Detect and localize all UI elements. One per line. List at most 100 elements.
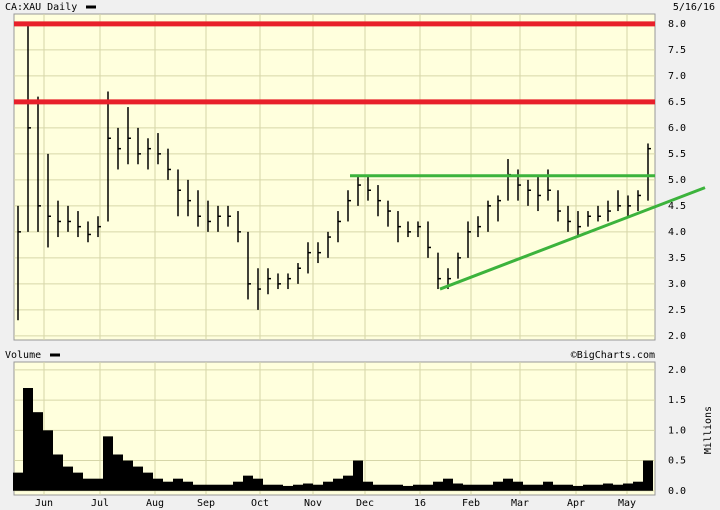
y-tick-label: 6.0 (668, 123, 686, 134)
volume-bar (433, 481, 443, 491)
volume-axis-label: Millions (703, 406, 714, 454)
volume-bar (153, 478, 163, 491)
volume-bar (523, 484, 533, 491)
volume-bar (503, 478, 513, 491)
volume-bar (593, 484, 603, 491)
x-tick-label: Aug (146, 498, 164, 509)
volume-bar (473, 484, 483, 491)
volume-bar (493, 481, 503, 491)
volume-bar (613, 484, 623, 491)
volume-bar (43, 430, 53, 491)
volume-bar (183, 481, 193, 491)
y-tick-label: 6.5 (668, 97, 686, 108)
volume-bar (223, 484, 233, 491)
volume-bar (83, 478, 93, 491)
volume-bar (603, 483, 613, 491)
volume-bar (133, 466, 143, 491)
volume-bar (583, 484, 593, 491)
volume-bar (463, 484, 473, 491)
volume-bar (393, 484, 403, 491)
x-tick-label: Mar (511, 498, 529, 509)
volume-bar (443, 478, 453, 491)
volume-bar (173, 478, 183, 491)
volume-bar (283, 485, 293, 491)
x-tick-label: Sep (197, 498, 215, 509)
y-tick-label: 2.0 (668, 365, 686, 376)
volume-bar (453, 483, 463, 491)
volume-bar (73, 472, 83, 491)
y-tick-label: 3.0 (668, 279, 686, 290)
volume-bar (373, 484, 383, 491)
y-tick-label: 5.0 (668, 175, 686, 186)
x-tick-label: Nov (304, 498, 322, 509)
volume-bar (143, 472, 153, 491)
y-tick-label: 2.5 (668, 305, 686, 316)
volume-bar (533, 484, 543, 491)
volume-bar (573, 485, 583, 491)
y-tick-label: 7.5 (668, 45, 686, 56)
volume-bar (413, 484, 423, 491)
x-tick-label: Jul (91, 498, 109, 509)
volume-bar (193, 484, 203, 491)
x-tick-label: May (618, 498, 636, 509)
volume-bar (623, 483, 633, 491)
x-tick-label: Feb (462, 498, 480, 509)
y-tick-label: 0.0 (668, 486, 686, 497)
volume-bar (403, 485, 413, 491)
volume-bar (483, 484, 493, 491)
y-tick-label: 7.0 (668, 71, 686, 82)
volume-bar (93, 478, 103, 491)
volume-bar (163, 481, 173, 491)
date-label: 5/16/16 (673, 2, 715, 13)
volume-bar (273, 484, 283, 491)
y-tick-label: 2.0 (668, 331, 686, 342)
y-tick-label: 5.5 (668, 149, 686, 160)
x-tick-label: Oct (251, 498, 269, 509)
volume-bar (543, 481, 553, 491)
y-tick-label: 4.0 (668, 227, 686, 238)
volume-bar (263, 484, 273, 491)
x-tick-label: Dec (356, 498, 374, 509)
y-tick-label: 3.5 (668, 253, 686, 264)
volume-bar (343, 475, 353, 491)
volume-bar (633, 481, 643, 491)
volume-title: Volume (5, 350, 41, 361)
volume-bar (213, 484, 223, 491)
volume-bar (23, 387, 33, 491)
volume-bar (253, 478, 263, 491)
volume-bar (103, 436, 113, 491)
volume-bar (563, 484, 573, 491)
y-tick-label: 4.5 (668, 201, 686, 212)
volume-bar (203, 484, 213, 491)
volume-bar (513, 481, 523, 491)
y-tick-label: 0.5 (668, 456, 686, 467)
volume-bar (363, 481, 373, 491)
volume-bar (333, 478, 343, 491)
volume-bar (243, 475, 253, 491)
chart-title: CA:XAU Daily (5, 2, 77, 13)
volume-bar (643, 460, 653, 491)
volume-bar (293, 484, 303, 491)
x-tick-label: Apr (567, 498, 585, 509)
volume-bar (553, 484, 563, 491)
volume-bar (53, 454, 63, 491)
x-tick-label: Jun (35, 498, 53, 509)
volume-bar (123, 460, 133, 491)
volume-bar (423, 484, 433, 491)
y-tick-label: 1.5 (668, 395, 686, 406)
plot-layer: 2.0 2.5 3.0 3.5 4.0 4.5 5.0 5.5 6.0 6.5 7.0 7.5 8.0 0… (13, 14, 706, 509)
y-tick-label: 1.0 (668, 425, 686, 436)
volume-bar (63, 466, 73, 491)
y-tick-label: 8.0 (668, 19, 686, 30)
volume-bar (13, 472, 23, 491)
volume-bar (233, 481, 243, 491)
trend-line (439, 186, 706, 291)
volume-bar (33, 412, 43, 491)
volume-bar (113, 454, 123, 491)
copyright: ©BigCharts.com (571, 350, 655, 361)
x-tick-label: 16 (414, 498, 426, 509)
volume-bar (303, 483, 313, 491)
volume-bar (353, 460, 363, 491)
